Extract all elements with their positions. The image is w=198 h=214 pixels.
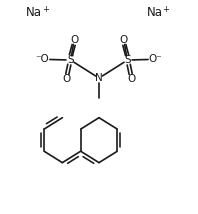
Text: N: N xyxy=(95,73,103,83)
Text: ⁻O: ⁻O xyxy=(36,55,50,64)
Text: O: O xyxy=(128,74,136,84)
Text: Na: Na xyxy=(26,6,42,19)
Text: +: + xyxy=(163,5,169,14)
Text: O: O xyxy=(120,35,128,45)
Text: O: O xyxy=(70,35,78,45)
Text: +: + xyxy=(42,5,49,14)
Text: O⁻: O⁻ xyxy=(148,55,162,64)
Text: Na: Na xyxy=(147,6,162,19)
Text: S: S xyxy=(124,55,131,65)
Text: O: O xyxy=(62,74,70,84)
Text: S: S xyxy=(67,55,74,65)
